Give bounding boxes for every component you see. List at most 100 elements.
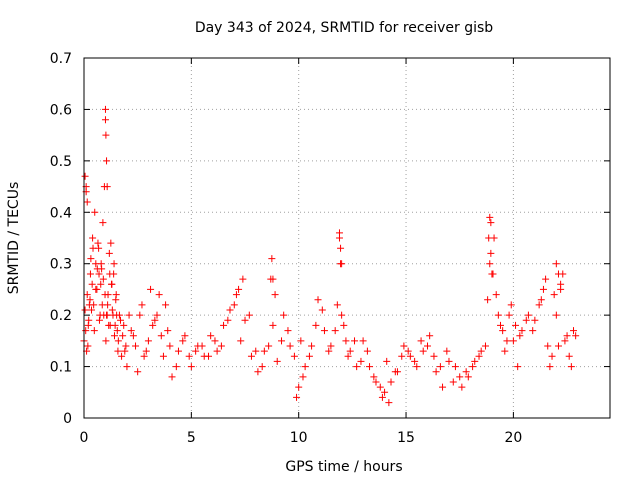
data-point bbox=[494, 311, 502, 319]
data-point bbox=[552, 260, 560, 268]
data-point bbox=[443, 347, 451, 355]
data-point bbox=[81, 172, 89, 180]
data-point bbox=[406, 352, 414, 360]
data-point bbox=[539, 285, 547, 293]
data-point bbox=[107, 280, 115, 288]
data-point bbox=[475, 352, 483, 360]
data-point bbox=[132, 342, 140, 350]
data-point bbox=[149, 321, 157, 329]
data-point bbox=[308, 342, 316, 350]
data-point bbox=[449, 378, 457, 386]
data-point bbox=[185, 352, 193, 360]
data-point bbox=[314, 296, 322, 304]
data-point bbox=[86, 270, 94, 278]
data-point bbox=[524, 311, 532, 319]
y-tick-label: 0.4 bbox=[50, 205, 72, 221]
data-point bbox=[286, 342, 294, 350]
data-point bbox=[239, 275, 247, 283]
data-point bbox=[254, 368, 262, 376]
data-point bbox=[102, 131, 110, 139]
data-point bbox=[88, 306, 96, 314]
data-point bbox=[241, 316, 249, 324]
data-point bbox=[458, 383, 466, 391]
data-point bbox=[138, 301, 146, 309]
data-point bbox=[563, 332, 571, 340]
data-point bbox=[366, 363, 374, 371]
data-point bbox=[469, 363, 477, 371]
data-point bbox=[252, 347, 260, 355]
data-point bbox=[99, 275, 107, 283]
data-point bbox=[486, 213, 494, 221]
data-point bbox=[497, 321, 505, 329]
data-point bbox=[83, 291, 91, 299]
data-point bbox=[370, 373, 378, 381]
data-point bbox=[87, 255, 95, 263]
data-point bbox=[98, 265, 106, 273]
data-point bbox=[112, 296, 120, 304]
plot-frame bbox=[83, 57, 611, 419]
data-point bbox=[518, 327, 526, 335]
data-point bbox=[224, 316, 232, 324]
data-point bbox=[387, 378, 395, 386]
data-point bbox=[119, 332, 127, 340]
data-point bbox=[94, 239, 102, 247]
data-point bbox=[151, 316, 159, 324]
data-point bbox=[552, 311, 560, 319]
axes: 0 5 10 15 20 0 0.1 0.2 0.3 0.4 0.5 0.6 0.7 bbox=[50, 51, 610, 446]
data-point bbox=[340, 321, 348, 329]
data-point bbox=[299, 373, 307, 381]
data-point bbox=[404, 347, 412, 355]
data-point bbox=[105, 249, 113, 257]
data-point bbox=[123, 363, 131, 371]
data-point bbox=[235, 285, 243, 293]
data-point bbox=[86, 296, 94, 304]
data-point bbox=[417, 337, 425, 345]
y-tick-label: 0.5 bbox=[50, 154, 72, 170]
data-point bbox=[108, 306, 116, 314]
data-point bbox=[344, 352, 352, 360]
data-point bbox=[570, 327, 578, 335]
data-point bbox=[168, 373, 176, 381]
data-point bbox=[413, 363, 421, 371]
data-point bbox=[505, 311, 513, 319]
data-point bbox=[312, 321, 320, 329]
data-point bbox=[509, 337, 517, 345]
data-point bbox=[393, 368, 401, 376]
data-point bbox=[103, 157, 111, 165]
y-tick-label: 0.7 bbox=[50, 51, 72, 67]
data-point bbox=[207, 332, 215, 340]
data-point bbox=[542, 275, 550, 283]
data-point bbox=[172, 363, 180, 371]
data-point bbox=[269, 321, 277, 329]
data-point bbox=[273, 357, 281, 365]
data-point bbox=[237, 337, 245, 345]
data-point bbox=[451, 363, 459, 371]
data-point bbox=[507, 301, 515, 309]
data-point bbox=[333, 301, 341, 309]
x-tick-label: 15 bbox=[397, 430, 415, 446]
data-point bbox=[338, 311, 346, 319]
data-point bbox=[213, 347, 221, 355]
data-point bbox=[512, 321, 520, 329]
data-point bbox=[499, 327, 507, 335]
data-point bbox=[110, 260, 118, 268]
data-points bbox=[80, 105, 580, 407]
data-point bbox=[162, 301, 170, 309]
data-point bbox=[106, 321, 114, 329]
data-point bbox=[565, 352, 573, 360]
data-point bbox=[104, 291, 112, 299]
data-point bbox=[492, 291, 500, 299]
data-point bbox=[535, 301, 543, 309]
data-point bbox=[89, 234, 97, 242]
data-point bbox=[293, 393, 301, 401]
data-point bbox=[426, 332, 434, 340]
data-point bbox=[385, 399, 393, 407]
data-point bbox=[194, 342, 202, 350]
data-point bbox=[192, 347, 200, 355]
chart-title: Day 343 of 2024, SRMTID for receiver gis… bbox=[195, 20, 493, 36]
data-point bbox=[104, 301, 112, 309]
data-point bbox=[398, 352, 406, 360]
data-point bbox=[514, 363, 522, 371]
data-point bbox=[258, 363, 266, 371]
data-point bbox=[265, 342, 273, 350]
